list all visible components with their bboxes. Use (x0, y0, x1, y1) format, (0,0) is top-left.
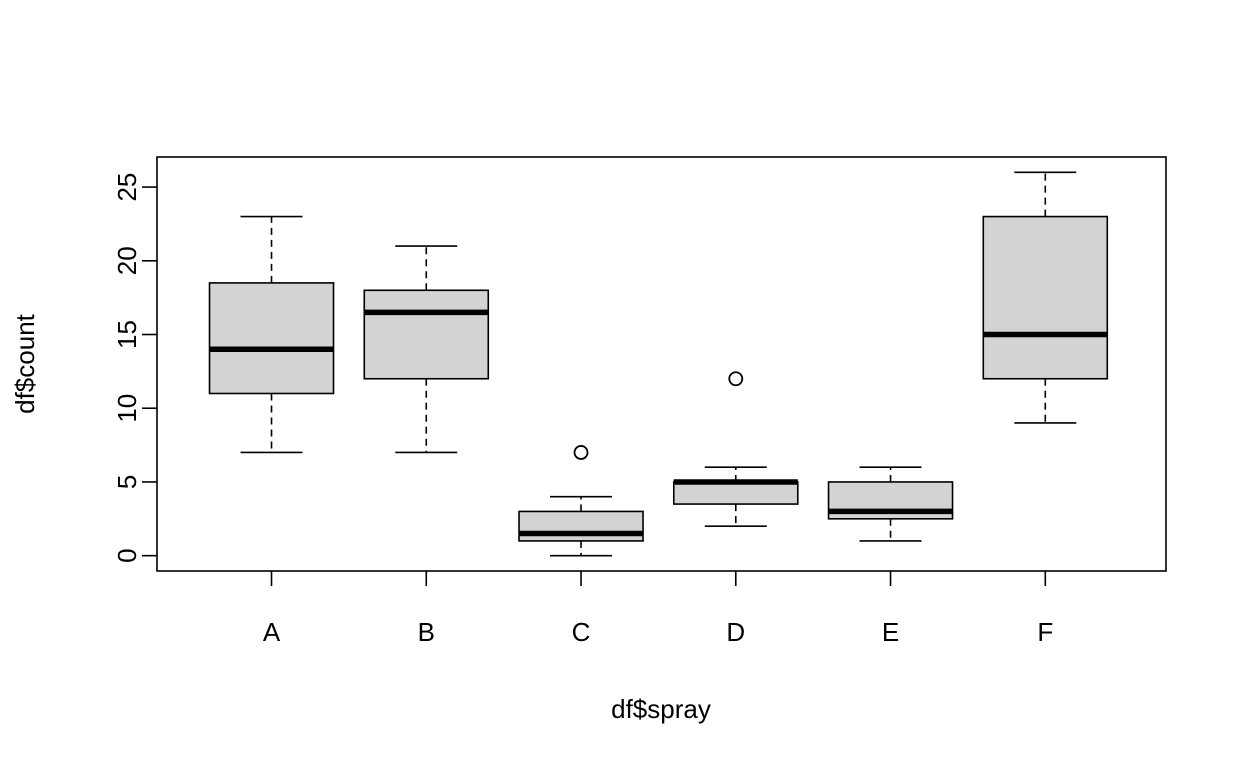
plot-area: 0 5 10 15 20 25 A B C D E F (112, 156, 1167, 647)
x-tick-label: F (1037, 617, 1053, 647)
y-tick-label: 5 (112, 475, 142, 489)
x-axis-title: df$spray (611, 694, 711, 724)
x-tick-label: A (263, 617, 281, 647)
outlier-point (573, 445, 589, 460)
x-tick-label: D (726, 617, 745, 647)
box-d: D (672, 371, 799, 647)
y-tick-label: 20 (112, 246, 142, 275)
box-e: E (827, 466, 954, 647)
iqr-box (982, 215, 1109, 380)
y-tick-label: 15 (112, 320, 142, 349)
iqr-box (518, 510, 644, 542)
iqr-box (208, 282, 335, 395)
y-tick-label: 0 (112, 548, 142, 562)
y-tick-label: 25 (112, 173, 142, 202)
box-b: B (363, 245, 490, 647)
plot-frame (156, 156, 1167, 572)
x-tick-label: C (572, 617, 591, 647)
iqr-box (672, 481, 799, 505)
box-c: C (518, 445, 644, 647)
box-f: F (982, 171, 1109, 647)
x-tick-label: B (418, 617, 435, 647)
outlier-point (728, 371, 744, 387)
x-tick-label: E (882, 617, 899, 647)
y-tick-label: 10 (112, 394, 142, 423)
y-axis-title: df$count (10, 313, 40, 414)
iqr-box (363, 289, 490, 380)
box-a: A (208, 215, 335, 647)
